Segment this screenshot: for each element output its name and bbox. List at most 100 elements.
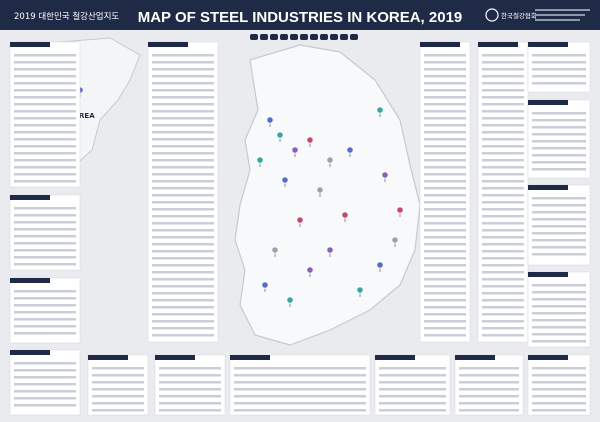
- panel-row: [152, 82, 214, 85]
- panel-row: [482, 89, 524, 92]
- panel-row: [14, 235, 76, 238]
- panel-row: [482, 285, 524, 288]
- panel: [454, 354, 524, 416]
- panel-header: [528, 42, 568, 47]
- panel-row: [14, 221, 76, 224]
- panel: [477, 41, 529, 343]
- panel-row: [482, 306, 524, 309]
- panel-row: [14, 397, 76, 400]
- panel-header: [230, 355, 270, 360]
- panel-row: [14, 61, 76, 64]
- panel-row: [424, 152, 466, 155]
- panel-row: [482, 320, 524, 323]
- panel-row: [14, 362, 76, 365]
- panel-row: [152, 194, 214, 197]
- legend-chip: [300, 34, 308, 40]
- panel-row: [482, 222, 524, 225]
- panel-row: [482, 124, 524, 127]
- header-bar: [0, 0, 600, 30]
- panel: [9, 41, 81, 188]
- panel-row: [152, 278, 214, 281]
- panel-row: [532, 284, 586, 287]
- panel-row: [92, 395, 144, 398]
- panel-row: [482, 236, 524, 239]
- legend-chip: [280, 34, 288, 40]
- panel-row: [532, 68, 586, 71]
- pin: [306, 136, 314, 144]
- panel-row: [482, 54, 524, 57]
- panel-row: [14, 138, 76, 141]
- panel-row: [92, 409, 144, 412]
- panel-row: [159, 381, 221, 384]
- panel-row: [14, 68, 76, 71]
- panel-row: [234, 388, 366, 391]
- panel-row: [14, 304, 76, 307]
- panel-row: [482, 180, 524, 183]
- panel-row: [424, 61, 466, 64]
- panel-row: [152, 173, 214, 176]
- panel-row: [14, 131, 76, 134]
- panel-row: [92, 381, 144, 384]
- panel-row: [482, 243, 524, 246]
- panel-row: [152, 103, 214, 106]
- panel-header: [528, 355, 568, 360]
- panel-header: [478, 42, 518, 47]
- panel-row: [532, 161, 586, 164]
- panel-row: [424, 285, 466, 288]
- panel-row: [379, 395, 446, 398]
- panel-row: [424, 54, 466, 57]
- panel-row: [14, 75, 76, 78]
- panel-row: [424, 334, 466, 337]
- panel-row: [14, 311, 76, 314]
- panel-row: [532, 119, 586, 122]
- panel-row: [532, 381, 586, 384]
- panel-row: [459, 409, 519, 412]
- panel-row: [14, 332, 76, 335]
- panel-row: [424, 208, 466, 211]
- panel-row: [532, 204, 586, 207]
- legend-chip: [290, 34, 298, 40]
- panel-row: [482, 131, 524, 134]
- panel-row: [424, 75, 466, 78]
- panel-row: [152, 96, 214, 99]
- panel-row: [152, 152, 214, 155]
- panel-row: [532, 225, 586, 228]
- panel-row: [424, 229, 466, 232]
- panel-row: [482, 110, 524, 113]
- panel-row: [152, 180, 214, 183]
- panel-row: [159, 374, 221, 377]
- panel-row: [152, 285, 214, 288]
- panel: [147, 41, 219, 343]
- panel-row: [14, 404, 76, 407]
- panel-row: [424, 138, 466, 141]
- panel-row: [152, 89, 214, 92]
- panel-row: [424, 257, 466, 260]
- logo-line: [535, 14, 585, 16]
- panel-row: [532, 140, 586, 143]
- panel-row: [152, 138, 214, 141]
- panel-row: [424, 145, 466, 148]
- panel-row: [14, 297, 76, 300]
- panel-header: [10, 195, 50, 200]
- panel-row: [459, 395, 519, 398]
- panel-row: [234, 395, 366, 398]
- panel-row: [152, 68, 214, 71]
- panel-row: [92, 402, 144, 405]
- panel-row: [482, 166, 524, 169]
- panel-row: [424, 299, 466, 302]
- panel-row: [14, 82, 76, 85]
- panel-row: [379, 381, 446, 384]
- panel-row: [482, 327, 524, 330]
- panel-row: [152, 257, 214, 260]
- panel-row: [482, 215, 524, 218]
- panel-row: [482, 145, 524, 148]
- panel-row: [159, 395, 221, 398]
- panel-row: [152, 306, 214, 309]
- pin: [391, 236, 399, 244]
- panel-row: [234, 409, 366, 412]
- logo-icon: [485, 8, 499, 22]
- panel-row: [234, 367, 366, 370]
- panel-row: [152, 54, 214, 57]
- panel: [229, 354, 371, 416]
